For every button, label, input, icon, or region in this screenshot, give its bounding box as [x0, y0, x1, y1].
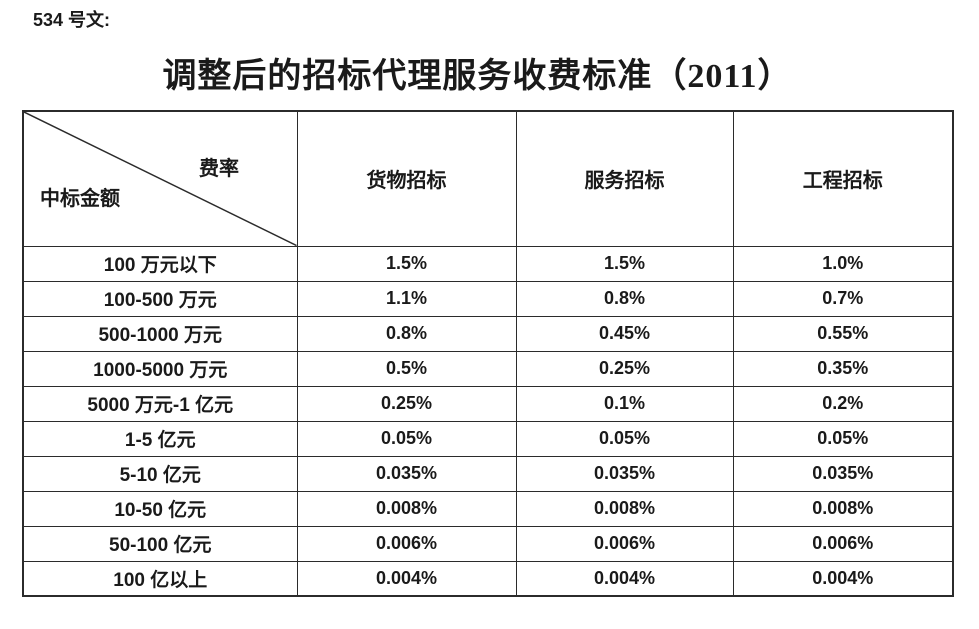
table-row: 5000 万元-1 亿元 0.25% 0.1% 0.2% [22, 385, 954, 422]
amount-range-cell: 10-50 亿元 [22, 490, 298, 527]
rate-cell: 0.004% [296, 560, 517, 597]
rate-cell: 0.006% [515, 525, 734, 562]
table-row: 100 亿以上 0.004% 0.004% 0.004% [22, 560, 954, 597]
rate-cell: 0.008% [296, 490, 517, 527]
rate-cell: 1.5% [296, 245, 517, 282]
rate-cell: 0.5% [296, 350, 517, 387]
rate-cell: 0.006% [296, 525, 517, 562]
amount-range-cell: 500-1000 万元 [22, 315, 298, 352]
rate-cell: 1.1% [296, 280, 517, 317]
diagonal-line [24, 112, 297, 246]
amount-range-cell: 1000-5000 万元 [22, 350, 298, 387]
amount-range-cell: 1-5 亿元 [22, 420, 298, 457]
diagonal-corner-cell: 费率 中标金额 [22, 110, 298, 247]
column-header-engineering: 工程招标 [732, 110, 954, 247]
amount-range-cell: 50-100 亿元 [22, 525, 298, 562]
table-row: 10-50 亿元 0.008% 0.008% 0.008% [22, 490, 954, 527]
rate-cell: 0.45% [515, 315, 734, 352]
page-title: 调整后的招标代理服务收费标准（2011） [162, 58, 793, 95]
rate-cell: 0.25% [515, 350, 734, 387]
rate-cell: 1.0% [732, 245, 954, 282]
rate-cell: 0.05% [732, 420, 954, 457]
column-header-service: 服务招标 [515, 110, 734, 247]
rate-cell: 0.004% [515, 560, 734, 597]
amount-range-cell: 5000 万元-1 亿元 [22, 385, 298, 422]
table-header-row: 费率 中标金额 货物招标 服务招标 工程招标 [22, 110, 954, 247]
rate-cell: 0.05% [515, 420, 734, 457]
doc-number: 534 号文: [33, 10, 111, 30]
rate-cell: 0.8% [296, 315, 517, 352]
rate-cell: 0.006% [732, 525, 954, 562]
rate-cell: 1.5% [515, 245, 734, 282]
rate-cell: 0.7% [732, 280, 954, 317]
rate-cell: 0.35% [732, 350, 954, 387]
column-header-goods: 货物招标 [296, 110, 517, 247]
rate-cell: 0.25% [296, 385, 517, 422]
table-row: 500-1000 万元 0.8% 0.45% 0.55% [22, 315, 954, 352]
amount-range-cell: 5-10 亿元 [22, 455, 298, 492]
table-row: 1-5 亿元 0.05% 0.05% 0.05% [22, 420, 954, 457]
rate-cell: 0.035% [732, 455, 954, 492]
amount-range-cell: 100 万元以下 [22, 245, 298, 282]
amount-range-cell: 100-500 万元 [22, 280, 298, 317]
rate-cell: 0.035% [515, 455, 734, 492]
rate-cell: 0.2% [732, 385, 954, 422]
rate-cell: 0.008% [515, 490, 734, 527]
rate-cell: 0.035% [296, 455, 517, 492]
table-row: 50-100 亿元 0.006% 0.006% 0.006% [22, 525, 954, 562]
fee-rate-table: 费率 中标金额 货物招标 服务招标 工程招标 100 万元以下 1.5% 1.5… [22, 110, 954, 597]
corner-label-amount: 中标金额 [40, 188, 120, 210]
table-row: 1000-5000 万元 0.5% 0.25% 0.35% [22, 350, 954, 387]
amount-range-cell: 100 亿以上 [22, 560, 298, 597]
table-row: 100-500 万元 1.1% 0.8% 0.7% [22, 280, 954, 317]
table-row: 5-10 亿元 0.035% 0.035% 0.035% [22, 455, 954, 492]
rate-cell: 0.05% [296, 420, 517, 457]
corner-label-rate: 费率 [199, 158, 239, 180]
rate-cell: 0.008% [732, 490, 954, 527]
rate-cell: 0.8% [515, 280, 734, 317]
rate-cell: 0.004% [732, 560, 954, 597]
table-row: 100 万元以下 1.5% 1.5% 1.0% [22, 245, 954, 282]
rate-cell: 0.55% [732, 315, 954, 352]
rate-cell: 0.1% [515, 385, 734, 422]
